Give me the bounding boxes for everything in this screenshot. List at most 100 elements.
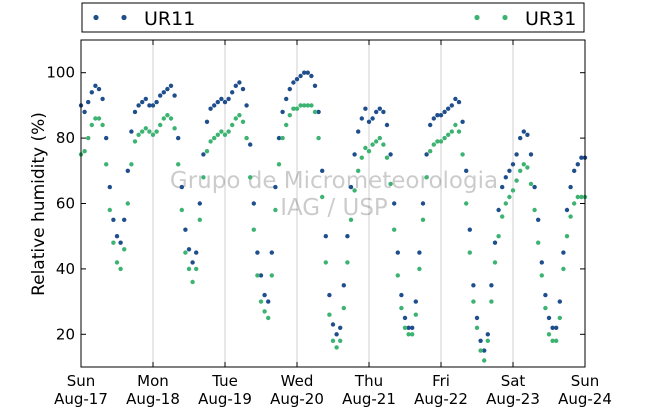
data-point-ur31 [330,338,336,343]
data-point-ur31 [154,129,159,134]
data-point-ur11 [125,168,130,173]
data-point-ur31 [374,139,379,144]
data-point-ur31 [438,139,444,144]
data-point-ur31 [518,168,523,173]
y-axis: 20 40 60 80 100 [46,64,585,343]
data-point-ur11 [266,299,271,304]
data-point-ur11 [284,96,289,102]
y-tick-label: 40 [56,260,75,278]
data-point-ur11 [143,96,148,102]
data-point-ur31 [359,155,364,160]
data-point-ur31 [122,247,127,252]
data-point-ur31 [554,338,559,343]
data-point-ur31 [536,240,541,245]
legend-item-ur11: UR11 [93,8,195,30]
data-point-ur11 [122,217,127,222]
data-point-ur11 [543,292,548,298]
data-point-ur11 [96,86,102,92]
grid [152,40,514,367]
data-point-ur11 [89,90,95,95]
data-point-ur31 [532,207,537,213]
data-point-ur31 [417,266,422,272]
data-point-ur11 [467,227,472,232]
data-point-ur11 [446,106,451,111]
data-point-ur11 [86,99,91,105]
data-point-ur31 [352,188,357,193]
data-point-ur31 [471,299,476,304]
data-point-ur11 [320,168,325,173]
data-point-ur31 [255,273,260,278]
data-point-ur31 [284,122,289,128]
data-point-ur11 [514,152,519,157]
data-point-ur11 [568,184,573,190]
data-point-ur31 [143,126,148,131]
data-point-ur11 [262,292,267,298]
data-point-ur31 [276,162,282,167]
data-point-ur11 [140,99,145,105]
data-point-ur31 [136,132,141,137]
x-tick-label-day: Tue [211,372,238,390]
data-point-ur11 [172,93,177,98]
data-point-ur11 [428,122,433,128]
y-axis-label: Relative humidity (%) [29,112,49,296]
data-point-ur11 [388,152,393,157]
data-point-ur31 [474,325,480,330]
data-point-ur11 [107,184,113,190]
legend-marker-ur11 [121,14,127,21]
x-tick-label-day: Mon [137,372,169,390]
data-point-ur31 [456,129,462,134]
data-point-ur31 [338,338,343,343]
data-point-ur11 [518,135,523,141]
data-point-ur31 [194,266,199,272]
data-point-ur31 [226,129,231,134]
data-point-ur31 [309,103,314,108]
data-point-ur11 [104,135,109,141]
data-point-ur11 [244,103,249,108]
data-point-ur31 [222,132,228,137]
data-point-ur11 [136,103,141,108]
x-tick-label-day: Sun [67,372,96,390]
data-point-ur31 [568,214,573,219]
data-point-ur31 [158,122,163,128]
y-tick-label: 20 [56,325,75,343]
data-point-ur31 [273,207,278,213]
data-point-ur31 [104,162,109,167]
x-tick-label-date: Aug-21 [342,390,396,408]
data-point-ur11 [410,325,415,330]
data-point-ur11 [435,113,440,118]
data-point-ur11 [348,184,354,190]
data-point-ur31 [86,135,91,141]
data-point-ur11 [276,135,282,141]
data-point-ur31 [302,103,307,108]
data-point-ur11 [298,73,303,79]
data-point-ur31 [334,345,339,350]
data-point-ur11 [302,70,307,75]
data-point-ur31 [492,260,498,265]
watermark: Grupo de Micrometeorologia IAG / USP [170,168,498,221]
x-tick-label-date: Aug-19 [198,390,252,408]
data-point-ur11 [197,201,202,206]
data-point-ur11 [359,116,364,121]
data-point-ur31 [107,207,113,213]
data-point-ur11 [114,234,120,239]
data-point-ur31 [215,132,220,137]
data-point-ur31 [248,175,253,180]
data-point-ur11 [539,260,544,265]
data-point-ur11 [528,152,534,157]
data-point-ur31 [514,178,519,183]
data-point-ur31 [96,116,102,121]
data-point-ur31 [208,139,213,144]
data-point-ur11 [168,83,174,89]
legend-box [81,2,585,33]
data-point-ur11 [294,77,300,82]
data-point-ur31 [269,273,274,278]
data-point-ur31 [280,135,285,141]
data-point-ur11 [532,184,537,190]
data-point-ur31 [341,305,346,311]
data-point-ur11 [449,103,454,108]
data-point-ur31 [431,142,436,147]
data-point-ur31 [550,338,555,343]
data-point-ur31 [424,175,429,180]
data-point-ur31 [377,135,382,141]
data-point-ur31 [305,103,310,108]
